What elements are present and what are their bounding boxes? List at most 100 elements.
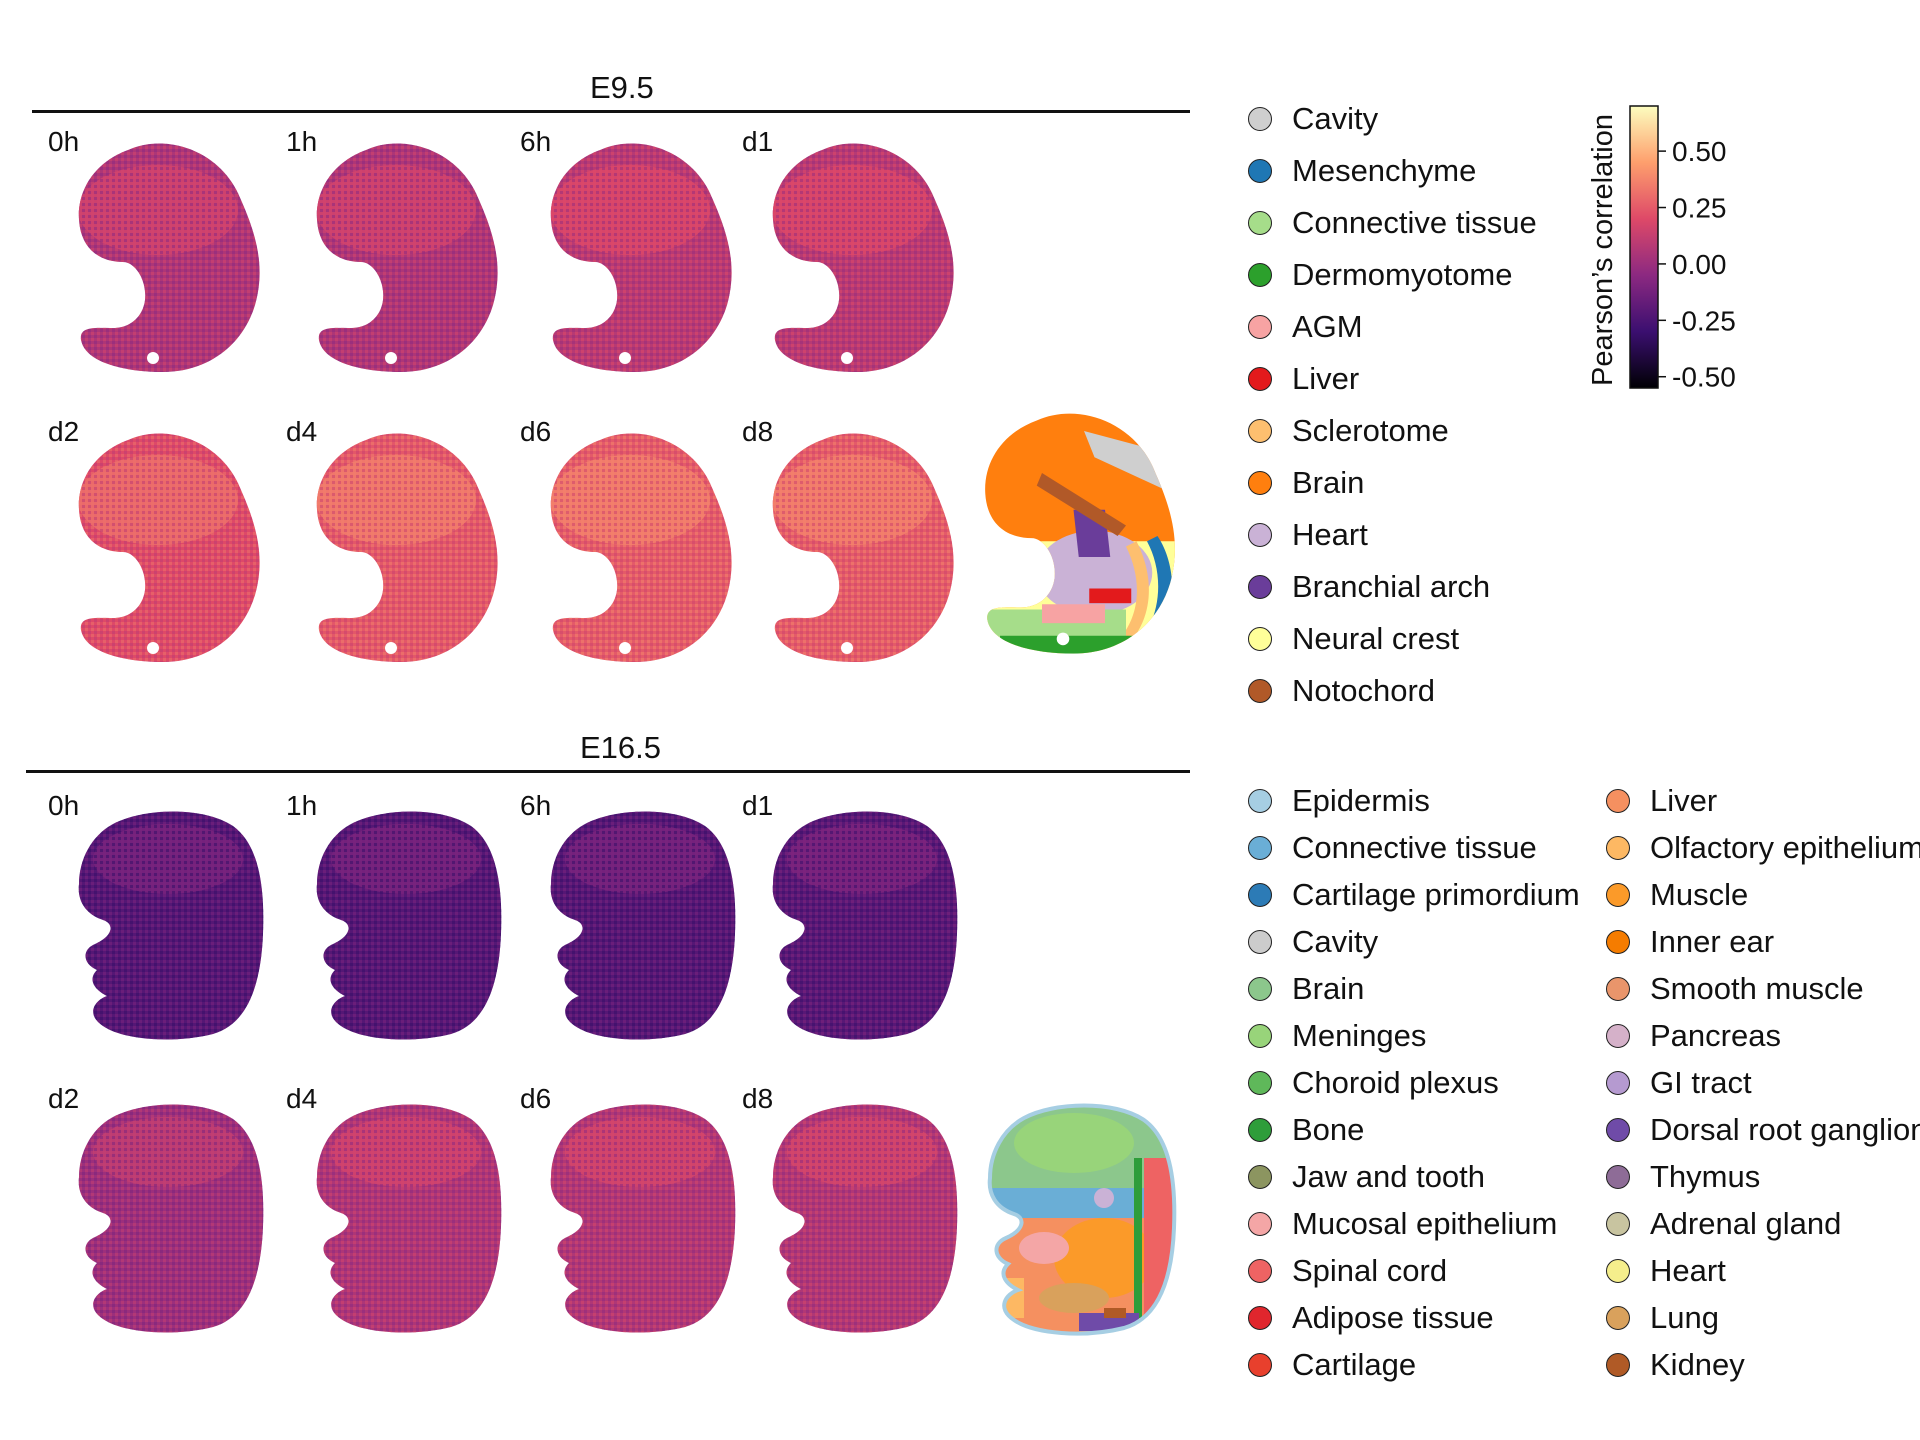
- legend-swatch: [1248, 575, 1272, 599]
- legend-item: Thymus: [1606, 1160, 1760, 1194]
- colorbar-tick-label: 0.50: [1672, 136, 1727, 167]
- correlation-map: [78, 811, 264, 1040]
- legend-item: Notochord: [1248, 674, 1435, 708]
- correlation-panel-E95-d4: d4: [286, 418, 516, 678]
- panel-timepoint-label: d2: [48, 1083, 80, 1114]
- legend-swatch: [1248, 1212, 1272, 1236]
- legend-label: Muscle: [1650, 877, 1749, 912]
- legend-item: Meninges: [1248, 1019, 1426, 1053]
- panel-timepoint-label: d1: [742, 126, 774, 157]
- legend-label: AGM: [1292, 309, 1363, 344]
- legend-item: Inner ear: [1606, 925, 1774, 959]
- legend-label: Bone: [1292, 1112, 1365, 1147]
- legend-label: Meninges: [1292, 1018, 1427, 1053]
- colorbar: Pearson’s correlation 0.50 0.25 0.00 -0.25 -…: [1588, 105, 1736, 393]
- legend-item: AGM: [1248, 310, 1363, 344]
- annotation-map-e95-image: [985, 413, 1175, 654]
- panel-timepoint-label: d4: [286, 416, 318, 447]
- legend-swatch: [1248, 367, 1272, 391]
- legend-label: Liver: [1650, 783, 1718, 818]
- legend-label: Jaw and tooth: [1292, 1159, 1486, 1194]
- correlation-panel-E165-0h: 0h: [48, 792, 278, 1052]
- legend-swatch: [1248, 789, 1272, 813]
- legend-label: Branchial arch: [1292, 569, 1491, 604]
- correlation-map: [550, 143, 732, 373]
- panel-timepoint-label: d6: [520, 1083, 552, 1114]
- correlation-map: [78, 143, 260, 373]
- legend-item: Heart: [1606, 1254, 1726, 1288]
- legend-item: Mesenchyme: [1248, 154, 1476, 188]
- legend-label: Epidermis: [1292, 783, 1430, 818]
- correlation-map: [78, 433, 260, 663]
- legend-swatch: [1248, 930, 1272, 954]
- annotation-map-e165: [965, 1090, 1205, 1350]
- correlation-panel-E95-d8: d8: [742, 418, 972, 678]
- panel-timepoint-label: d4: [286, 1083, 318, 1114]
- legend-item: Smooth muscle: [1606, 972, 1864, 1006]
- legend-swatch: [1606, 1024, 1630, 1048]
- correlation-map: [316, 433, 498, 663]
- legend-swatch: [1248, 263, 1272, 287]
- legend-swatch: [1248, 107, 1272, 131]
- legend-item: Spinal cord: [1248, 1254, 1447, 1288]
- correlation-panel-E95-d1: d1: [742, 128, 972, 388]
- correlation-panel-E165-d2: d2: [48, 1085, 278, 1345]
- legend-item: Olfactory epithelium: [1606, 831, 1920, 865]
- correlation-panel-E165-d4: d4: [286, 1085, 516, 1345]
- legend-label: Inner ear: [1650, 924, 1775, 959]
- section-rule-e95: [32, 110, 1190, 113]
- correlation-map: [78, 1104, 264, 1333]
- legend-swatch: [1606, 1212, 1630, 1236]
- legend-label: Olfactory epithelium: [1650, 830, 1920, 865]
- panel-timepoint-label: d1: [742, 790, 774, 821]
- annotation-map-e165-image: [987, 1103, 1177, 1336]
- legend-item: Mucosal epithelium: [1248, 1207, 1557, 1241]
- panel-timepoint-label: d6: [520, 416, 552, 447]
- legend-swatch: [1606, 1118, 1630, 1142]
- legend-item: Connective tissue: [1248, 831, 1537, 865]
- legend-label: Brain: [1292, 971, 1365, 1006]
- legend-item: Kidney: [1606, 1348, 1745, 1382]
- legend-label: Pancreas: [1650, 1018, 1781, 1053]
- legend-label: Connective tissue: [1292, 205, 1537, 240]
- legend-item: Muscle: [1606, 878, 1748, 912]
- legend-label: Thymus: [1650, 1159, 1761, 1194]
- legend-swatch: [1248, 315, 1272, 339]
- legend-item: Brain: [1248, 466, 1364, 500]
- section-title-e165: E16.5: [580, 730, 662, 765]
- legend-label: Cavity: [1292, 101, 1379, 136]
- legend-item: Dermomyotome: [1248, 258, 1513, 292]
- colorbar-gradient: [1629, 105, 1659, 389]
- legend-item: Adipose tissue: [1248, 1301, 1494, 1335]
- legend-item: Lung: [1606, 1301, 1719, 1335]
- correlation-panel-E95-d2: d2: [48, 418, 278, 678]
- legend-item: Adrenal gland: [1606, 1207, 1841, 1241]
- colorbar-label: Pearson’s correlation: [1588, 114, 1619, 386]
- panel-timepoint-label: 6h: [520, 790, 552, 821]
- legend-swatch: [1248, 523, 1272, 547]
- legend-swatch: [1248, 883, 1272, 907]
- panel-timepoint-label: d8: [742, 1083, 774, 1114]
- legend-swatch: [1606, 836, 1630, 860]
- panel-timepoint-label: 1h: [286, 790, 318, 821]
- correlation-panel-E95-0h: 0h: [48, 128, 278, 388]
- legend-swatch: [1248, 1306, 1272, 1330]
- section-title-e95: E9.5: [590, 70, 654, 105]
- legend-label: Heart: [1292, 517, 1368, 552]
- legend-swatch: [1248, 1024, 1272, 1048]
- legend-label: Connective tissue: [1292, 830, 1537, 865]
- legend-label: Notochord: [1292, 673, 1436, 708]
- correlation-map: [772, 1104, 958, 1333]
- legend-item: Liver: [1248, 362, 1359, 396]
- legend-item: Dorsal root ganglion: [1606, 1113, 1920, 1147]
- legend-swatch: [1248, 1071, 1272, 1095]
- legend-swatch: [1248, 211, 1272, 235]
- correlation-map: [316, 811, 502, 1040]
- legend-item: GI tract: [1606, 1066, 1752, 1100]
- legend-item: Cavity: [1248, 102, 1378, 136]
- legend-swatch: [1606, 1165, 1630, 1189]
- legend-label: Spinal cord: [1292, 1253, 1448, 1288]
- legend-label: Adrenal gland: [1650, 1206, 1842, 1241]
- legend-swatch: [1248, 627, 1272, 651]
- legend-item: Sclerotome: [1248, 414, 1449, 448]
